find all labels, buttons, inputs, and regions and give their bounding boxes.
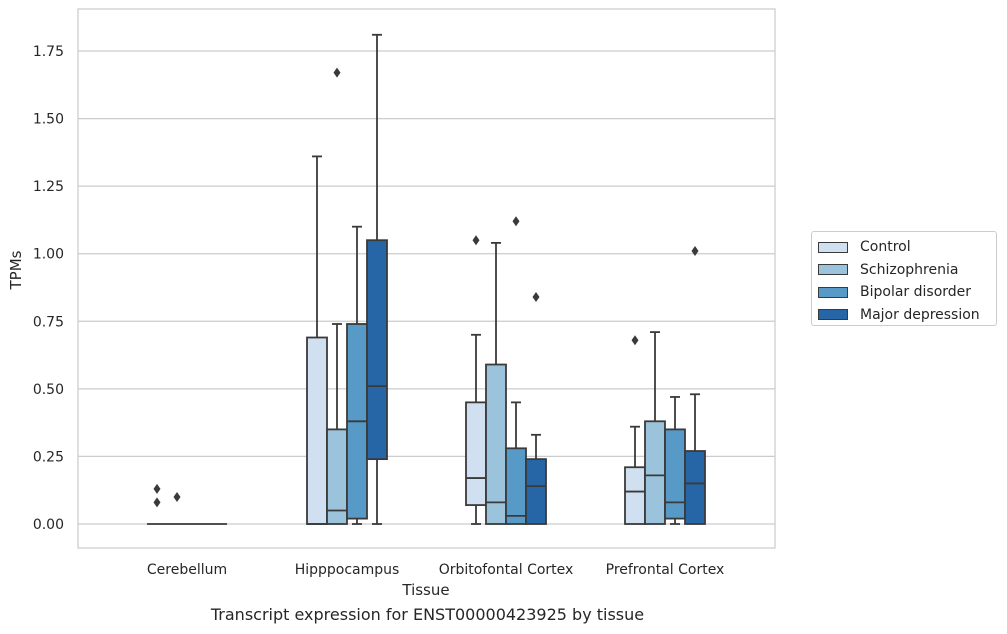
boxes bbox=[147, 33, 706, 525]
legend-label: Schizophrenia bbox=[860, 261, 959, 278]
y-tick-label: 1.75 bbox=[33, 44, 64, 60]
x-tick-label: Orbitofontal Cortex bbox=[439, 562, 574, 578]
box-group bbox=[147, 483, 167, 525]
box bbox=[684, 450, 706, 525]
y-tick-label: 1.25 bbox=[33, 179, 64, 195]
x-tick-label: Cerebellum bbox=[147, 562, 227, 578]
legend-item: Control bbox=[818, 236, 996, 259]
box bbox=[465, 401, 487, 506]
box bbox=[306, 336, 328, 525]
legend-label: Control bbox=[860, 239, 911, 256]
legend-label: Bipolar disorder bbox=[860, 284, 972, 301]
box-group bbox=[644, 331, 666, 525]
box-group bbox=[366, 33, 388, 525]
y-tick-label: 1.50 bbox=[33, 112, 64, 128]
legend-swatch bbox=[818, 286, 848, 298]
figure-caption: Transcript expression for ENST0000042392… bbox=[210, 605, 645, 624]
outlier-marker bbox=[631, 335, 639, 346]
box-group bbox=[167, 491, 187, 525]
outlier-marker bbox=[512, 216, 520, 227]
y-tick-label: 0.75 bbox=[33, 314, 64, 330]
box-group bbox=[525, 291, 547, 525]
legend-swatch bbox=[818, 241, 848, 253]
box bbox=[525, 458, 547, 525]
outlier-marker bbox=[173, 491, 181, 502]
legend: Control Schizophrenia Bipolar disorder Majo… bbox=[811, 231, 997, 326]
legend-item: Major depression bbox=[818, 304, 996, 327]
outlier-marker bbox=[333, 67, 341, 78]
y-tick-label: 1.00 bbox=[33, 247, 64, 263]
x-tick-labels: Cerebellum Hipppocampus Orbitofontal Corte… bbox=[147, 562, 724, 578]
legend-item: Bipolar disorder bbox=[818, 281, 996, 304]
y-axis-title: TPMs bbox=[7, 250, 25, 290]
box-group bbox=[485, 242, 507, 525]
y-tick-label: 0.25 bbox=[33, 449, 64, 465]
box bbox=[505, 447, 527, 525]
y-tick-labels: 0.00 0.25 0.50 0.75 1.00 1.25 1.50 1.75 bbox=[33, 44, 64, 533]
box-group bbox=[346, 225, 368, 525]
box bbox=[664, 428, 686, 520]
x-tick-label: Prefrontal Cortex bbox=[606, 562, 725, 578]
legend-item: Schizophrenia bbox=[818, 259, 996, 282]
legend-swatch bbox=[818, 264, 848, 276]
outlier-marker bbox=[153, 497, 161, 508]
outlier-marker bbox=[472, 235, 480, 246]
y-tick-label: 0.00 bbox=[33, 517, 64, 533]
box bbox=[624, 466, 646, 525]
box bbox=[644, 420, 666, 525]
x-axis-title: Tissue bbox=[401, 581, 449, 599]
outlier-marker bbox=[532, 291, 540, 302]
box-group bbox=[684, 246, 706, 525]
outlier-marker bbox=[691, 246, 699, 257]
box-group bbox=[465, 235, 487, 525]
box bbox=[485, 363, 507, 525]
box bbox=[366, 239, 388, 461]
box-group bbox=[664, 396, 686, 525]
legend-swatch bbox=[818, 309, 848, 321]
outlier-marker bbox=[153, 483, 161, 494]
legend-label: Major depression bbox=[860, 306, 980, 323]
x-tick-label: Hipppocampus bbox=[295, 562, 400, 578]
y-tick-label: 0.50 bbox=[33, 382, 64, 398]
